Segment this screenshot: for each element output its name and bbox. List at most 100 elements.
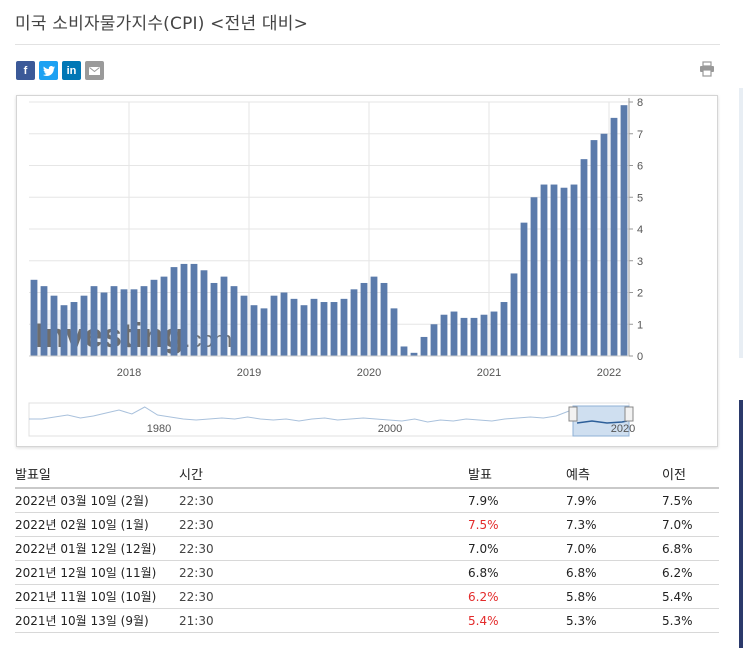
actual-cell: 7.5% [468, 512, 566, 537]
bar[interactable] [500, 302, 508, 356]
forecast-cell: 6.8% [566, 560, 662, 585]
bar[interactable] [370, 276, 378, 356]
forecast-cell: 7.9% [566, 488, 662, 513]
bar[interactable] [330, 302, 338, 356]
bar[interactable] [430, 324, 438, 356]
bar[interactable] [340, 298, 348, 356]
bar[interactable] [480, 314, 488, 356]
bar[interactable] [260, 308, 268, 356]
navigator-left-handle[interactable] [568, 406, 578, 422]
share-bar: f in [16, 61, 104, 80]
x-axis: 2018 2019 2020 2021 2022 [117, 367, 621, 379]
y-axis: 0 1 2 3 4 5 6 7 8 [29, 97, 643, 363]
bar[interactable] [110, 286, 118, 356]
previous-cell: 6.8% [662, 536, 719, 561]
bar[interactable] [440, 314, 448, 356]
bar[interactable] [100, 292, 108, 357]
bar[interactable] [300, 305, 308, 356]
bar[interactable] [210, 282, 218, 356]
bar[interactable] [420, 336, 428, 356]
bar[interactable] [280, 292, 288, 357]
bar[interactable] [70, 302, 78, 356]
y-tick-label: 3 [637, 256, 643, 268]
bar[interactable] [240, 295, 248, 356]
bar[interactable] [610, 117, 618, 356]
bar[interactable] [390, 308, 398, 356]
x-tick-label: 2021 [477, 367, 501, 379]
bar[interactable] [510, 273, 518, 356]
navigator-right-handle[interactable] [624, 406, 634, 422]
y-tick-label: 6 [637, 161, 643, 173]
bar[interactable] [540, 184, 548, 356]
actual-cell: 6.8% [468, 560, 566, 585]
bar[interactable] [560, 187, 568, 356]
header-time[interactable]: 시간 [179, 460, 468, 489]
header-previous[interactable]: 이전 [662, 460, 719, 489]
bar[interactable] [470, 317, 478, 356]
bar[interactable] [580, 159, 588, 356]
bar[interactable] [220, 276, 228, 356]
navigator-background [28, 402, 630, 437]
bar[interactable] [120, 289, 128, 356]
bar[interactable] [310, 298, 318, 356]
actual-cell: 7.9% [468, 488, 566, 513]
time-cell: 21:30 [179, 608, 468, 633]
bar[interactable] [350, 289, 358, 356]
release-history-table: 발표일 시간 발표 예측 이전 2022년 03월 10일 (2월) 22:30 7… [15, 460, 719, 633]
bar[interactable] [200, 270, 208, 356]
bar[interactable] [230, 286, 238, 356]
header-release-date[interactable]: 발표일 [15, 460, 179, 489]
bar[interactable] [530, 197, 538, 356]
navigator-selected-line [576, 420, 628, 424]
bar[interactable] [30, 279, 38, 356]
bar[interactable] [380, 282, 388, 356]
bar[interactable] [400, 346, 408, 356]
actual-cell: 6.2% [468, 584, 566, 609]
header-forecast[interactable]: 예측 [566, 460, 662, 489]
release-date-cell: 2022년 03월 10일 (2월) [15, 488, 179, 513]
bar[interactable] [590, 140, 598, 356]
bar[interactable] [320, 302, 328, 356]
bar[interactable] [490, 311, 498, 356]
bar[interactable] [180, 263, 188, 356]
chart-navigator[interactable]: 1980 2000 2020 [28, 402, 635, 437]
title-divider [15, 44, 720, 45]
bar[interactable] [570, 184, 578, 356]
bar[interactable] [290, 298, 298, 356]
table-row: 2021년 11월 10일 (10월) 22:30 6.2% 5.8% 5.4% [15, 584, 719, 609]
bar[interactable] [130, 289, 138, 356]
linkedin-icon[interactable]: in [62, 61, 81, 80]
bar[interactable] [150, 279, 158, 356]
twitter-icon[interactable] [39, 61, 58, 80]
bar[interactable] [550, 184, 558, 356]
facebook-icon[interactable]: f [16, 61, 35, 80]
bar[interactable] [600, 133, 608, 356]
email-icon[interactable] [85, 61, 104, 80]
bar[interactable] [90, 286, 98, 356]
bar[interactable] [460, 317, 468, 356]
bar[interactable] [190, 263, 198, 356]
bar[interactable] [160, 276, 168, 356]
bar[interactable] [60, 305, 68, 356]
bar[interactable] [50, 295, 58, 356]
bar[interactable] [40, 286, 48, 356]
bar[interactable] [140, 286, 148, 356]
bar[interactable] [360, 282, 368, 356]
bar[interactable] [270, 295, 278, 356]
forecast-cell: 7.0% [566, 536, 662, 561]
bar[interactable] [520, 222, 528, 356]
bar[interactable] [450, 311, 458, 356]
header-actual[interactable]: 발표 [468, 460, 566, 489]
previous-cell: 5.3% [662, 608, 719, 633]
bar[interactable] [620, 105, 628, 356]
bar[interactable] [170, 267, 178, 356]
bar[interactable] [250, 305, 258, 356]
x-tick-label: 2018 [117, 367, 141, 379]
bar[interactable] [80, 295, 88, 356]
printer-icon[interactable] [699, 61, 715, 77]
x-tick-label: 2020 [357, 367, 381, 379]
navigator-series-line [29, 406, 570, 423]
table-row: 2022년 02월 10일 (1월) 22:30 7.5% 7.3% 7.0% [15, 512, 719, 537]
time-cell: 22:30 [179, 488, 468, 513]
bar[interactable] [410, 352, 418, 356]
